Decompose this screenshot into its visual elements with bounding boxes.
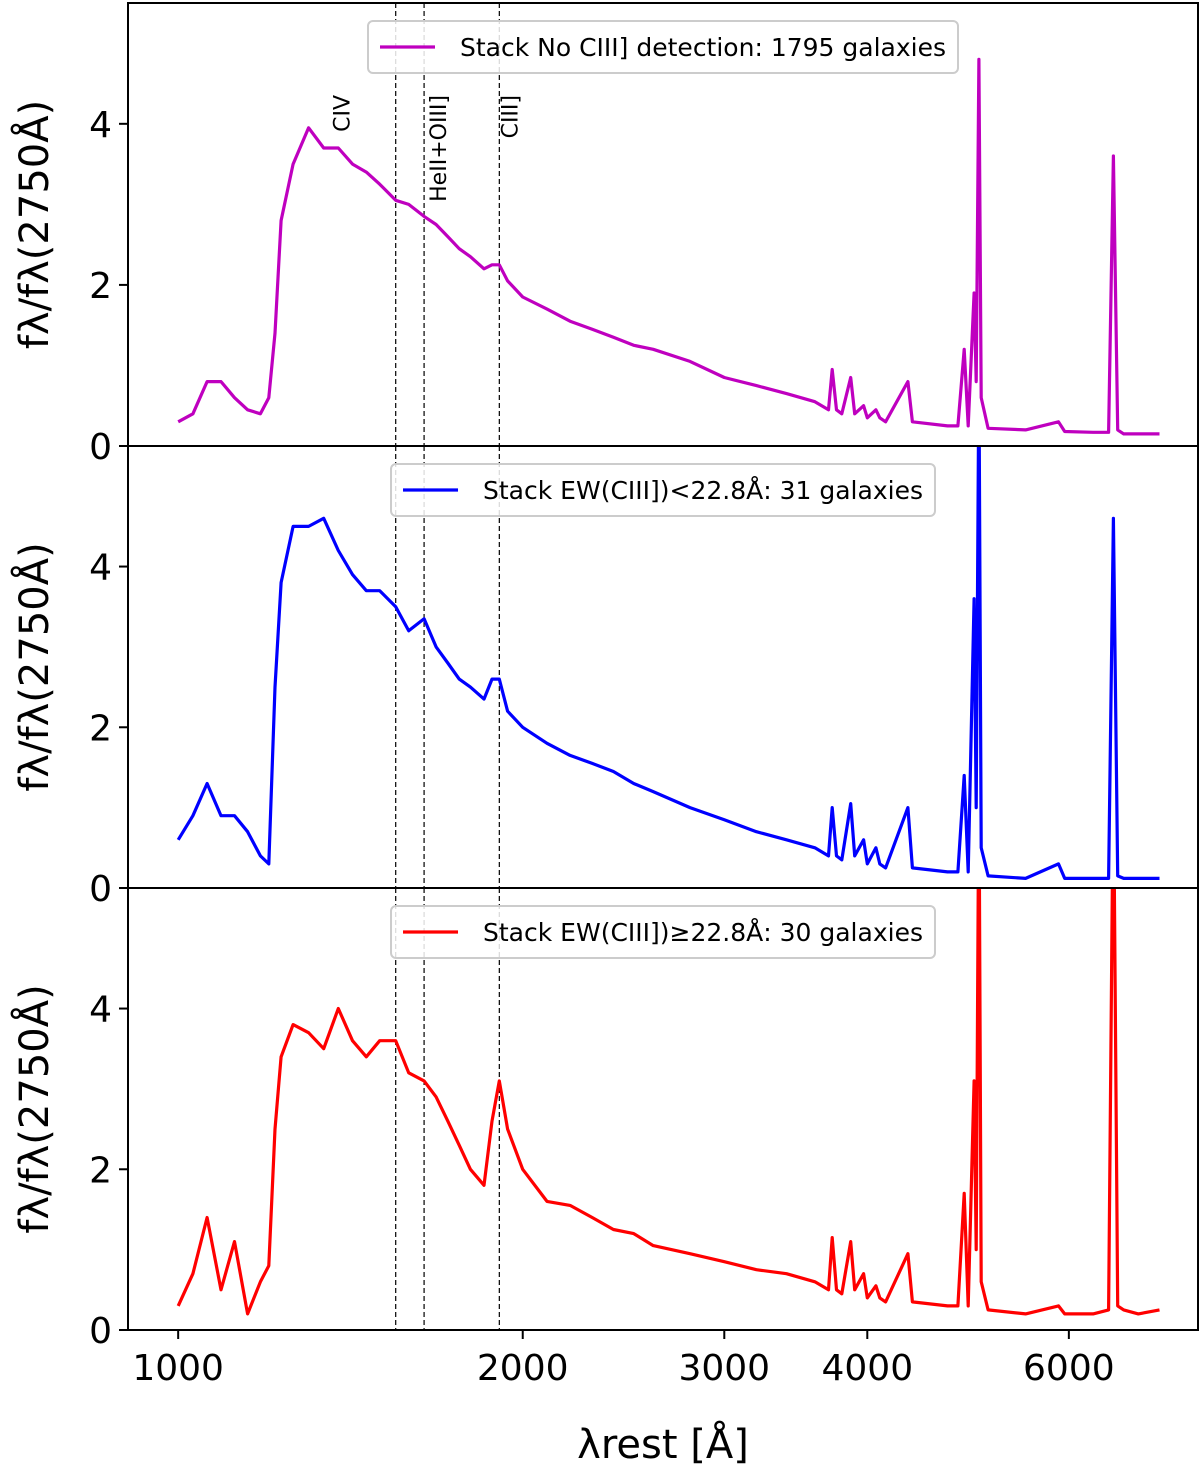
series-line bbox=[176, 888, 1160, 1316]
legend-box bbox=[367, 20, 959, 74]
y-tick-label: 0 bbox=[89, 869, 112, 910]
legend-label: Stack No CIII] detection: 1795 galaxies bbox=[460, 33, 946, 62]
y-tick-label: 4 bbox=[89, 105, 112, 146]
x-tick-label: 6000 bbox=[1023, 1348, 1115, 1389]
y-axis-label: fλ/fλ(2750Å) bbox=[10, 100, 58, 349]
y-axis-label: fλ/fλ(2750Å) bbox=[10, 542, 58, 791]
x-tick-label: 4000 bbox=[821, 1348, 913, 1389]
legend-label: Stack EW(CIII])<22.8Å: 31 galaxies bbox=[483, 476, 923, 505]
y-tick-label: 2 bbox=[89, 708, 112, 749]
y-tick-label: 4 bbox=[89, 548, 112, 589]
x-tick-label: 1000 bbox=[132, 1348, 224, 1389]
series-line bbox=[177, 57, 1160, 436]
y-tick-label: 0 bbox=[89, 427, 112, 468]
legend-box bbox=[390, 463, 936, 517]
legend: Stack No CIII] detection: 1795 galaxies bbox=[367, 20, 959, 74]
y-tick-label: 2 bbox=[89, 266, 112, 307]
y-tick-label: 4 bbox=[89, 990, 112, 1031]
x-tick-label: 2000 bbox=[477, 1348, 569, 1389]
x-axis-label: λrest [Å] bbox=[577, 1420, 749, 1468]
axes-frame bbox=[127, 887, 1199, 1331]
y-tick-label: 0 bbox=[89, 1311, 112, 1352]
y-tick-label: 2 bbox=[89, 1150, 112, 1191]
legend: Stack EW(CIII])<22.8Å: 31 galaxies bbox=[390, 463, 936, 517]
annotation-label: HeII+OIII] bbox=[427, 95, 452, 202]
annotation-label: CIII] bbox=[498, 95, 523, 138]
legend-box bbox=[390, 905, 936, 959]
x-tick-label: 3000 bbox=[678, 1348, 770, 1389]
y-axis-label: fλ/fλ(2750Å) bbox=[10, 984, 58, 1233]
annotation-label: CIV bbox=[331, 95, 356, 132]
legend-label: Stack EW(CIII])≥22.8Å: 30 galaxies bbox=[483, 918, 923, 947]
legend: Stack EW(CIII])≥22.8Å: 30 galaxies bbox=[390, 905, 936, 959]
series-line bbox=[176, 446, 1160, 880]
